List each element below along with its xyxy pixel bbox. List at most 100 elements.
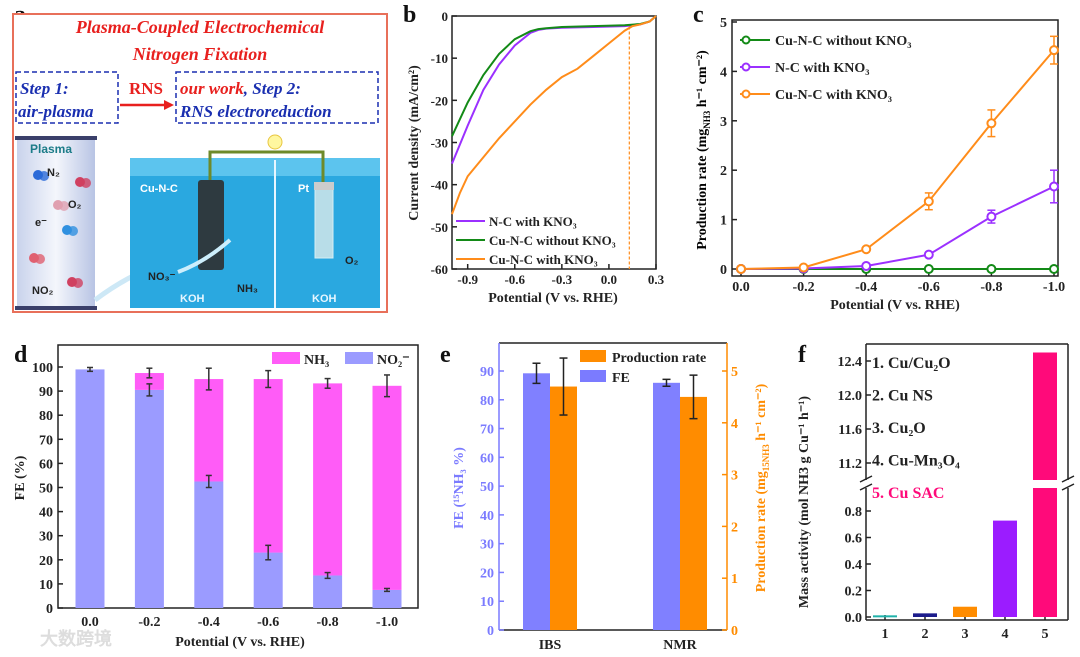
legend-swatch [272, 352, 300, 364]
y-tick-label-right: 0 [731, 624, 738, 639]
x-tick-label: -0.8 [980, 280, 1002, 295]
y-axis-title: Mass activity (mol NH3 g Cu⁻¹ h⁻¹) [797, 396, 812, 608]
legend-swatch [345, 352, 373, 364]
y-tick-label-right: 2 [731, 520, 738, 535]
data-point [923, 249, 934, 260]
y-tick-label: 0.2 [845, 585, 863, 600]
bar-fe [653, 382, 680, 630]
data-point [736, 264, 746, 274]
x-tick-label: 2 [922, 627, 929, 642]
molecule-icon [59, 201, 69, 211]
series-line-0 [451, 15, 657, 164]
y-tick-label: 0 [46, 602, 53, 617]
x-tick-label: -0.6 [504, 272, 525, 287]
legend-label: Production rate [612, 351, 706, 366]
y-axis-title: Production rate (mgNH3 h⁻¹ cm⁻²) [695, 50, 712, 250]
cathode-electrode [198, 180, 224, 270]
y-tick-label-left: 80 [480, 394, 494, 409]
y-tick-label: -50 [431, 220, 448, 235]
axis-break-icon [859, 475, 873, 483]
legend-swatch [580, 350, 606, 362]
y-axis-title-right: Production rate (mg15NH3 h⁻¹ cm⁻²) [754, 383, 771, 592]
x-tick-label: 1 [882, 627, 889, 642]
x-axis-title: Potential (V vs. RHE) [175, 635, 305, 650]
axis-break-icon [859, 483, 873, 491]
y-tick-label: -40 [431, 178, 448, 193]
arrow-head-icon [164, 100, 174, 110]
y-tick-label: 0.0 [845, 611, 863, 626]
y-tick-label: 100 [32, 361, 53, 376]
bar-no2 [253, 552, 283, 608]
molecule-icon [81, 178, 91, 188]
watermark: 大数跨境 [40, 628, 112, 649]
y-tick-label: -60 [431, 262, 448, 277]
plasma-tube [17, 138, 95, 308]
legend-item: 5. Cu SAC [872, 485, 944, 502]
panel-label-d: d [14, 342, 28, 368]
anode-o2-label: O₂ [345, 255, 359, 267]
bar-nh3 [253, 379, 283, 553]
y-tick-label-left: 90 [480, 365, 494, 380]
our-work-text: our work [180, 79, 244, 98]
x-tick-label: -0.6 [918, 280, 940, 295]
electrolyte-left-label: KOH [180, 293, 205, 305]
legend-marker [741, 62, 751, 72]
no3-label: NO₃⁻ [148, 271, 176, 283]
y-tick-label: 30 [39, 530, 53, 545]
y-axis-title: FE (%) [13, 455, 28, 500]
y-tick-label: 0.4 [845, 558, 863, 573]
y-tick-label: 0.8 [845, 505, 863, 520]
plasma-label: Plasma [30, 142, 72, 156]
x-tick-label: 5 [1042, 627, 1049, 642]
y-tick-label: 60 [39, 457, 53, 472]
data-point [1049, 45, 1059, 56]
y-tick-label: 11.6 [838, 423, 862, 438]
bar-nh3 [372, 385, 402, 590]
bar-5-upper [1033, 352, 1057, 480]
schematic-title-line1: Plasma-Coupled Electrochemical [75, 17, 324, 37]
bar-5 [1033, 488, 1057, 617]
electron-label: e⁻ [35, 217, 47, 229]
panel-label-c: c [693, 2, 704, 28]
legend-label: NO₂⁻ [377, 353, 410, 368]
y-tick-label: 1 [720, 214, 727, 229]
x-tick-label: -0.2 [793, 280, 815, 295]
legend-label: N-C with KNO₃ [489, 214, 577, 229]
y-tick-label: -30 [431, 136, 448, 151]
panel-label-b: b [403, 2, 416, 28]
x-tick-label: -1.0 [376, 615, 398, 630]
molecule-icon [35, 254, 45, 264]
legend-item: 4. Cu-Mn₃O₄ [872, 453, 960, 470]
tank-surface [130, 158, 380, 176]
x-tick-label: 4 [1002, 627, 1009, 642]
y-tick-label-left: 40 [480, 509, 494, 524]
anode-label: Pt [298, 183, 309, 195]
bar-production-rate [680, 396, 707, 630]
data-point [986, 211, 997, 222]
panel-c-plot-frame [731, 19, 1059, 277]
data-point [986, 264, 997, 274]
y-tick-label-left: 60 [480, 451, 494, 466]
panel-b-plot-frame [451, 15, 657, 270]
x-tick-label: -0.6 [257, 615, 279, 630]
y-tick-label: 10 [39, 578, 53, 593]
wire [208, 150, 325, 182]
panel-label-f: f [798, 342, 807, 368]
schematic-title-line2: Nitrogen Fixation [132, 44, 268, 64]
y-tick-label: 2 [720, 164, 727, 179]
reaction-arrow [177, 238, 232, 274]
y-tick-label: 90 [39, 385, 53, 400]
bar-1 [873, 615, 897, 618]
rns-arrow-label: RNS [129, 79, 163, 98]
legend-label: FE [612, 371, 630, 386]
data-point [1049, 181, 1059, 192]
series-line-1 [740, 185, 1055, 270]
y-tick-label: 50 [39, 482, 53, 497]
step2-box [175, 71, 379, 124]
step1-box [15, 71, 119, 124]
y-tick-label: -20 [431, 93, 448, 108]
legend-item: 1. Cu/Cu₂O [872, 355, 951, 372]
panel-d-plot-frame [57, 344, 419, 609]
y-tick-label: 12.0 [838, 389, 863, 404]
